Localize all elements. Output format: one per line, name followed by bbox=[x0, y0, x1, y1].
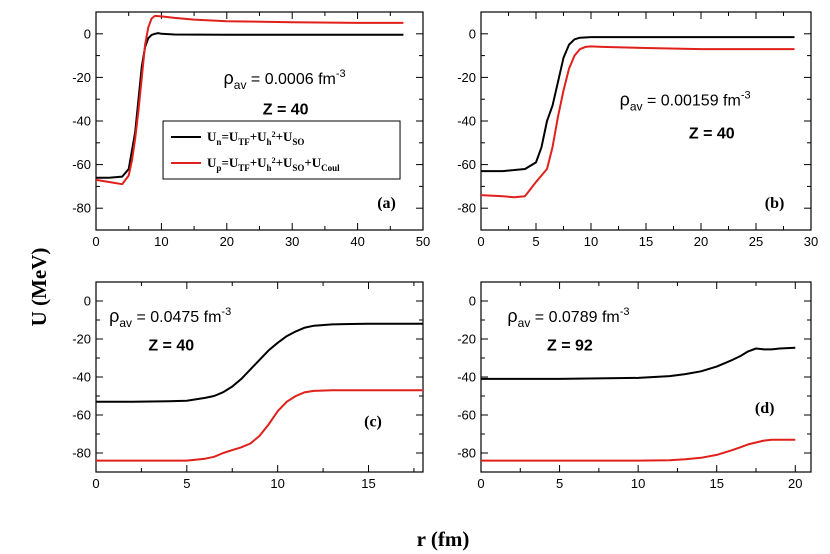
x-tick-label: 10 bbox=[270, 476, 284, 491]
y-tick-label: -40 bbox=[72, 114, 91, 129]
y-tick-label: -20 bbox=[457, 70, 476, 85]
x-tick-label: 0 bbox=[92, 234, 99, 249]
y-tick-label: -40 bbox=[457, 370, 476, 385]
x-tick-label: 5 bbox=[183, 476, 190, 491]
y-tick-label: -80 bbox=[457, 446, 476, 461]
y-tick-label: 0 bbox=[469, 294, 476, 309]
proton-potential-line bbox=[95, 14, 404, 186]
x-tick-label: 5 bbox=[556, 476, 563, 491]
legend-entry: Un=UTF+Uh2+USO bbox=[207, 129, 304, 147]
y-tick-label: -20 bbox=[72, 332, 91, 347]
legend-box bbox=[162, 120, 401, 180]
density-label: ρav = 0.0006 fm-3 bbox=[224, 68, 346, 92]
y-tick-label: -40 bbox=[457, 114, 476, 129]
plot-frame bbox=[480, 11, 812, 231]
x-tick-label: 30 bbox=[804, 234, 818, 249]
y-tick-label: -20 bbox=[457, 332, 476, 347]
panel-label: (b) bbox=[765, 195, 785, 212]
x-tick-label: 0 bbox=[477, 476, 484, 491]
panel-label: (d) bbox=[755, 400, 775, 417]
x-tick-label: 15 bbox=[361, 476, 375, 491]
proton-potential-line bbox=[480, 45, 795, 199]
neutron-potential-line bbox=[481, 36, 795, 173]
panel-a: 0 10 20 30 40 50 0 -20 -40 -60 -80 ρav = 0.0006 fm-… bbox=[72, 11, 430, 249]
y-tick-label: -60 bbox=[457, 408, 476, 423]
proton-potential-line bbox=[481, 438, 796, 462]
x-tick-label: 20 bbox=[220, 234, 234, 249]
y-tick-label: -80 bbox=[457, 201, 476, 216]
panel-label: (c) bbox=[364, 413, 382, 430]
x-tick-label: 50 bbox=[416, 234, 430, 249]
x-tick-label: 15 bbox=[639, 234, 653, 249]
legend: Un=UTF+Uh2+USO Up=UTF+Uh2+USO+UCoul bbox=[162, 120, 401, 180]
panel-label: (a) bbox=[377, 195, 396, 212]
density-label: ρav = 0.0789 fm-3 bbox=[507, 306, 629, 330]
y-tick-label: -80 bbox=[72, 446, 91, 461]
x-tick-label: 20 bbox=[694, 234, 708, 249]
x-tick-label: 15 bbox=[709, 476, 723, 491]
proton-potential-line bbox=[96, 389, 423, 462]
x-tick-label: 0 bbox=[92, 476, 99, 491]
x-tick-label: 25 bbox=[749, 234, 763, 249]
neutron-potential-line bbox=[96, 32, 404, 179]
x-tick-label: 30 bbox=[285, 234, 299, 249]
neutron-potential-line bbox=[96, 322, 423, 403]
y-tick-label: -20 bbox=[72, 70, 91, 85]
x-tick-label: 40 bbox=[350, 234, 364, 249]
neutron-potential-line bbox=[481, 346, 796, 380]
z-label: Z = 40 bbox=[263, 101, 309, 118]
panel-b: 0 5 10 15 20 25 30 0 -20 -40 -60 -80 ρav = 0.00159 f… bbox=[457, 11, 818, 249]
y-tick-label: -80 bbox=[72, 201, 91, 216]
panel-d: 0 5 10 15 20 0 -20 -40 -60 -80 ρav = 0.0789 fm-3 Z … bbox=[457, 281, 812, 491]
y-tick-label: -60 bbox=[72, 157, 91, 172]
x-tick-label: 10 bbox=[631, 476, 645, 491]
x-tick-label: 0 bbox=[477, 234, 484, 249]
x-tick-label: 5 bbox=[532, 234, 539, 249]
y-axis-title: U (MeV) bbox=[27, 248, 51, 327]
legend-entry: Up=UTF+Uh2+USO+UCoul bbox=[207, 155, 340, 173]
y-tick-label: 0 bbox=[84, 294, 91, 309]
y-tick-label: 0 bbox=[84, 26, 91, 41]
density-label: ρav = 0.00159 fm-3 bbox=[620, 90, 751, 114]
x-axis-title: r (fm) bbox=[417, 527, 470, 551]
y-tick-label: -40 bbox=[72, 370, 91, 385]
y-tick-label: -60 bbox=[457, 157, 476, 172]
z-label: Z = 40 bbox=[148, 337, 194, 354]
density-label: ρav = 0.0475 fm-3 bbox=[109, 306, 231, 330]
x-tick-label: 20 bbox=[788, 476, 802, 491]
x-tick-label: 10 bbox=[154, 234, 168, 249]
y-tick-label: -60 bbox=[72, 408, 91, 423]
y-tick-label: 0 bbox=[469, 26, 476, 41]
z-label: Z = 92 bbox=[547, 337, 593, 354]
x-tick-label: 10 bbox=[584, 234, 598, 249]
panel-c: 0 5 10 15 0 -20 -40 -60 -80 ρav = 0.0475 fm-3 Z = … bbox=[72, 281, 424, 491]
z-label: Z = 40 bbox=[689, 125, 735, 142]
